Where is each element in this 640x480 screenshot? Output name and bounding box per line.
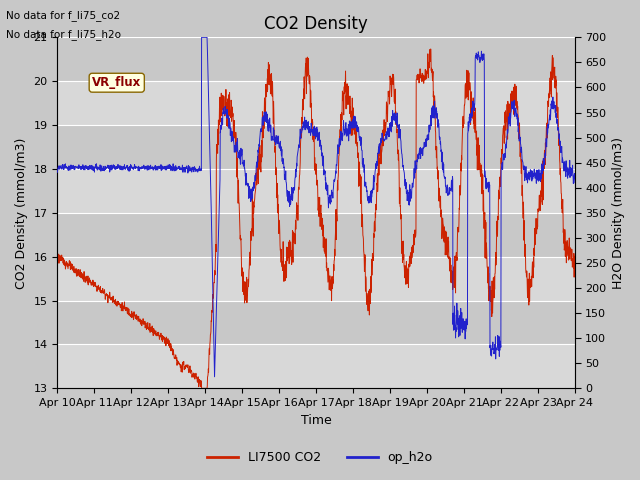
Bar <box>58 81 575 125</box>
Bar <box>58 125 575 169</box>
Y-axis label: CO2 Density (mmol/m3): CO2 Density (mmol/m3) <box>15 137 28 288</box>
Bar <box>58 37 575 81</box>
Bar <box>58 213 575 257</box>
Text: No data for f_li75_co2: No data for f_li75_co2 <box>6 10 120 21</box>
Text: VR_flux: VR_flux <box>92 76 141 89</box>
Title: CO2 Density: CO2 Density <box>264 15 368 33</box>
Bar <box>58 300 575 345</box>
X-axis label: Time: Time <box>301 414 332 427</box>
Text: No data for f_li75_h2o: No data for f_li75_h2o <box>6 29 122 40</box>
Y-axis label: H2O Density (mmol/m3): H2O Density (mmol/m3) <box>612 137 625 289</box>
Legend: LI7500 CO2, op_h2o: LI7500 CO2, op_h2o <box>202 446 438 469</box>
Bar <box>58 169 575 213</box>
Bar <box>58 345 575 388</box>
Bar <box>58 257 575 300</box>
